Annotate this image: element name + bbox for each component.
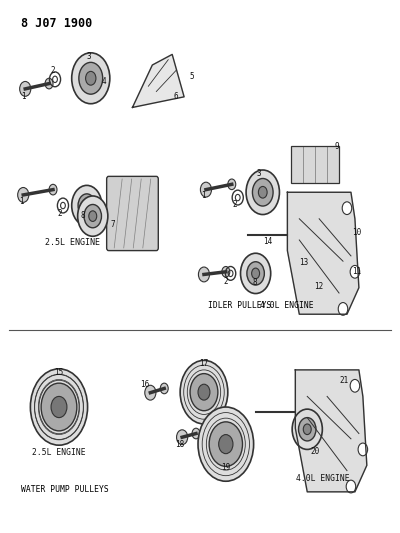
Text: 13: 13 (299, 259, 308, 267)
Text: 1: 1 (201, 191, 206, 200)
Circle shape (86, 71, 96, 85)
Circle shape (198, 267, 210, 282)
Circle shape (84, 205, 102, 228)
FancyBboxPatch shape (107, 176, 158, 251)
Text: 4.0L ENGINE: 4.0L ENGINE (260, 301, 313, 310)
Text: 18: 18 (175, 440, 184, 449)
Text: WATER PUMP PULLEYS: WATER PUMP PULLEYS (21, 486, 109, 495)
Circle shape (350, 265, 360, 278)
Text: 14: 14 (263, 237, 272, 246)
Text: 5: 5 (190, 72, 194, 81)
Text: 2.5L ENGINE: 2.5L ENGINE (45, 238, 100, 247)
Polygon shape (287, 192, 359, 314)
Text: 1: 1 (19, 197, 24, 206)
Text: 2.5L ENGINE: 2.5L ENGINE (32, 448, 86, 457)
Circle shape (303, 424, 311, 434)
Circle shape (228, 179, 236, 190)
Circle shape (89, 211, 97, 221)
Circle shape (176, 430, 188, 445)
Text: 15: 15 (54, 368, 64, 377)
Text: 21: 21 (339, 376, 348, 385)
Text: 12: 12 (314, 282, 324, 291)
Circle shape (190, 374, 218, 411)
Circle shape (258, 187, 267, 198)
Text: 8 J07 1900: 8 J07 1900 (21, 17, 92, 30)
Circle shape (20, 82, 31, 96)
Circle shape (180, 360, 228, 424)
Polygon shape (295, 370, 367, 492)
Text: 2: 2 (58, 209, 62, 218)
Circle shape (78, 196, 108, 236)
Circle shape (346, 480, 356, 493)
Circle shape (78, 194, 96, 217)
Text: 2: 2 (224, 277, 228, 286)
Text: 11: 11 (352, 268, 362, 276)
Text: 19: 19 (221, 464, 230, 472)
Circle shape (298, 418, 316, 441)
Circle shape (252, 179, 273, 206)
Circle shape (198, 407, 254, 481)
Text: 4.0L ENGINE: 4.0L ENGINE (296, 474, 350, 483)
Text: 17: 17 (199, 359, 208, 368)
Text: 8: 8 (80, 211, 85, 220)
Circle shape (30, 369, 88, 445)
Text: 6: 6 (174, 92, 178, 101)
Bar (291, 146, 339, 183)
Circle shape (49, 184, 57, 195)
Circle shape (292, 409, 322, 449)
Circle shape (247, 262, 264, 285)
Text: 16: 16 (140, 379, 149, 389)
Circle shape (160, 383, 168, 394)
Circle shape (338, 303, 348, 316)
Polygon shape (132, 54, 184, 108)
Text: 2: 2 (233, 200, 237, 209)
Text: 7: 7 (110, 220, 115, 229)
Circle shape (246, 170, 280, 215)
Text: 9: 9 (335, 142, 339, 151)
Circle shape (358, 443, 368, 456)
Text: 20: 20 (310, 447, 320, 456)
Circle shape (219, 434, 233, 454)
Text: 3: 3 (256, 168, 261, 177)
Circle shape (18, 188, 29, 203)
Circle shape (192, 428, 200, 439)
Circle shape (200, 182, 212, 197)
Text: 8: 8 (252, 278, 257, 287)
Text: 2: 2 (51, 66, 55, 75)
Circle shape (145, 385, 156, 400)
Circle shape (83, 200, 91, 211)
Circle shape (240, 253, 271, 294)
Circle shape (72, 185, 102, 225)
Circle shape (41, 383, 77, 431)
Circle shape (79, 62, 103, 94)
Text: 4: 4 (102, 77, 106, 86)
Circle shape (350, 379, 360, 392)
Circle shape (222, 266, 230, 277)
Text: 3: 3 (86, 52, 91, 61)
Text: 10: 10 (352, 228, 362, 237)
Circle shape (198, 384, 210, 400)
Circle shape (252, 268, 260, 279)
Text: 1: 1 (21, 92, 26, 101)
Circle shape (209, 422, 242, 466)
Circle shape (51, 397, 67, 418)
Text: IDLER PULLEYS: IDLER PULLEYS (208, 301, 271, 310)
Circle shape (45, 78, 53, 89)
Circle shape (342, 202, 352, 215)
Circle shape (72, 53, 110, 104)
